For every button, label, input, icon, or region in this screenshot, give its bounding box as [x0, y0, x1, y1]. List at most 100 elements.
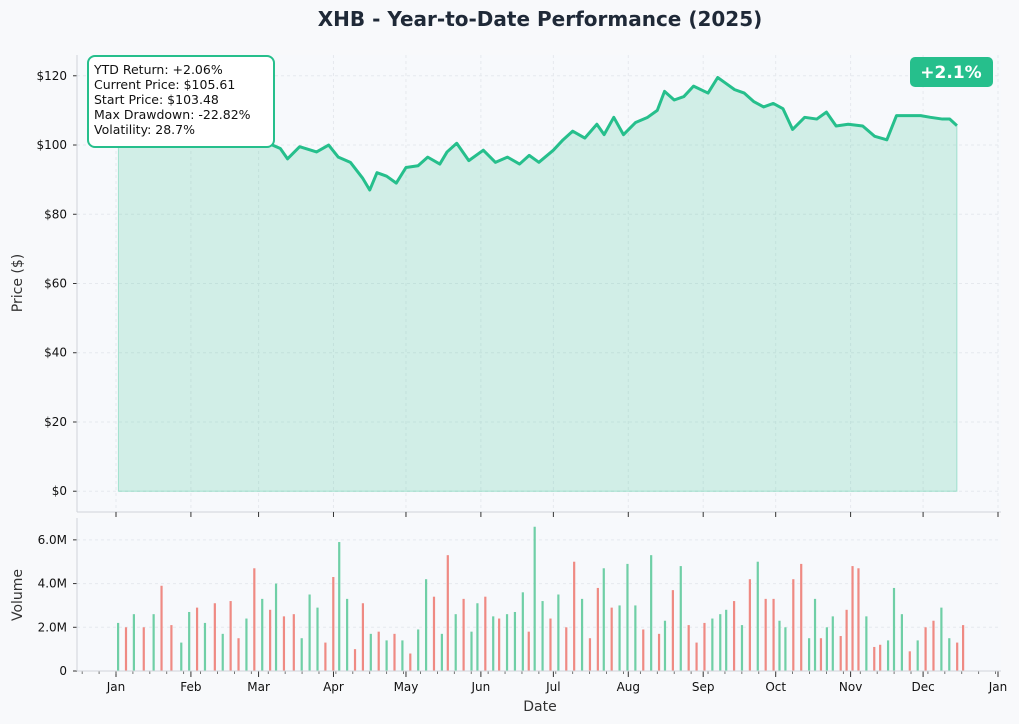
volume-bar — [845, 609, 848, 671]
x-tick-label: Jul — [545, 680, 560, 694]
volume-bar — [361, 603, 365, 671]
volume-bar — [679, 566, 682, 671]
volume-bar — [819, 638, 823, 671]
volume-bar — [160, 585, 163, 671]
volume-bar — [377, 631, 380, 671]
volume-bar — [610, 607, 613, 671]
volume-bar — [588, 638, 592, 671]
volume-y-axis-title: Volume — [10, 569, 26, 621]
volume-bar — [873, 646, 876, 671]
volume-bar — [748, 579, 751, 671]
volume-bar — [300, 638, 303, 671]
x-tick-label: May — [394, 680, 419, 694]
volume-bar — [369, 633, 372, 671]
volume-bar — [282, 616, 286, 671]
x-tick-label: Sep — [692, 680, 715, 694]
volume-bar — [932, 620, 935, 671]
volume-bar — [432, 596, 436, 671]
volume-bar — [719, 614, 722, 671]
x-tick-label: Feb — [180, 680, 201, 694]
volume-bar — [393, 633, 396, 671]
volume-bar — [316, 607, 319, 671]
volume-bar — [792, 579, 795, 671]
volume-bar — [800, 563, 803, 671]
stats-current-price: Current Price: $105.61 — [94, 77, 235, 92]
volume-bar — [857, 568, 860, 671]
volume-bar — [778, 620, 781, 671]
volume-bar — [764, 598, 767, 671]
volume-y-tick-label: 6.0M — [38, 533, 67, 547]
volume-bar — [527, 631, 530, 671]
volume-bar — [687, 625, 690, 671]
volume-bar — [549, 618, 552, 671]
volume-bar — [353, 649, 357, 671]
volume-bar — [900, 614, 903, 671]
volume-bar — [188, 611, 191, 671]
volume-bar — [152, 614, 155, 671]
x-tick-label: Jan — [988, 680, 1008, 694]
volume-bar — [892, 587, 896, 671]
volume-bar — [142, 627, 145, 671]
volume-bar — [634, 605, 637, 671]
volume-bar — [916, 640, 919, 671]
volume-bar — [573, 561, 576, 671]
volume-bar — [908, 651, 911, 671]
volume-y-tick-label: 0 — [59, 664, 67, 678]
price-y-tick-label: $120 — [36, 69, 67, 83]
volume-bar — [229, 601, 232, 671]
volume-bar — [671, 590, 674, 671]
volume-bar — [124, 627, 128, 671]
price-y-tick-label: $40 — [44, 346, 67, 360]
volume-bar — [740, 625, 744, 671]
volume-bar — [962, 625, 965, 671]
volume-bar — [642, 629, 645, 671]
volume-bar — [711, 618, 714, 671]
volume-bar — [117, 622, 120, 671]
x-tick-label: Nov — [839, 680, 862, 694]
volume-bar — [274, 583, 278, 671]
price-area-group — [117, 76, 958, 492]
volume-bar — [657, 633, 661, 671]
volume-bar — [813, 598, 817, 671]
volume-bar — [470, 631, 473, 671]
return-badge: +2.1% — [910, 57, 993, 87]
x-axis-title: Date — [523, 699, 556, 715]
volume-bar — [533, 526, 536, 671]
volume-bar — [825, 627, 828, 671]
x-tick-label: Mar — [247, 680, 270, 694]
price-line — [118, 76, 958, 192]
volume-bar — [292, 614, 295, 671]
volume-bar — [324, 642, 327, 671]
price-y-tick-label: $80 — [44, 207, 67, 221]
volume-bar — [454, 614, 457, 671]
volume-bar — [424, 579, 428, 671]
stats-max-drawdown: Max Drawdown: -22.82% — [94, 107, 251, 122]
volume-bar — [565, 627, 568, 671]
volume-bar — [409, 653, 412, 671]
volume-bar — [703, 622, 706, 671]
volume-bar — [237, 638, 240, 671]
volume-bar — [213, 603, 216, 671]
volume-bar — [618, 605, 621, 671]
volume-bar — [484, 596, 487, 671]
volume-bar — [221, 633, 224, 671]
volume-bar — [203, 622, 207, 671]
volume-bar — [417, 629, 420, 671]
volume-bar — [346, 598, 349, 671]
volume-bar — [505, 614, 509, 671]
volume-bar — [253, 568, 256, 671]
volume-y-tick-label: 4.0M — [38, 577, 67, 591]
volume-bar — [195, 607, 199, 671]
volume-bar — [626, 563, 629, 671]
price-y-tick-label: $0 — [52, 484, 67, 498]
volume-bar — [879, 644, 882, 671]
volume-bar — [462, 598, 465, 671]
volume-bars-group — [117, 526, 965, 671]
stats-box-frame — [87, 55, 275, 148]
volume-bar — [338, 542, 341, 671]
volume-y-ticks: 0 2.0M 4.0M 6.0M — [38, 533, 77, 678]
price-y-ticks: $0 $20 $40 $60 $80 $100 $120 — [36, 69, 77, 498]
x-tick-label: Jun — [471, 680, 491, 694]
